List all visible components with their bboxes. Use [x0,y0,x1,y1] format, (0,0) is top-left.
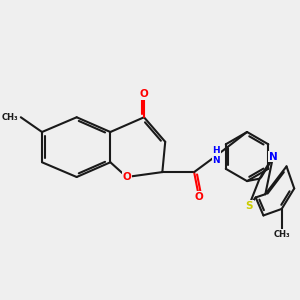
Text: O: O [122,172,131,182]
Text: CH₃: CH₃ [1,113,18,122]
Text: O: O [194,192,203,202]
Text: H
N: H N [212,146,220,165]
Text: S: S [245,201,253,211]
Text: CH₃: CH₃ [273,230,290,239]
Text: N: N [269,152,278,161]
Text: O: O [140,89,148,99]
